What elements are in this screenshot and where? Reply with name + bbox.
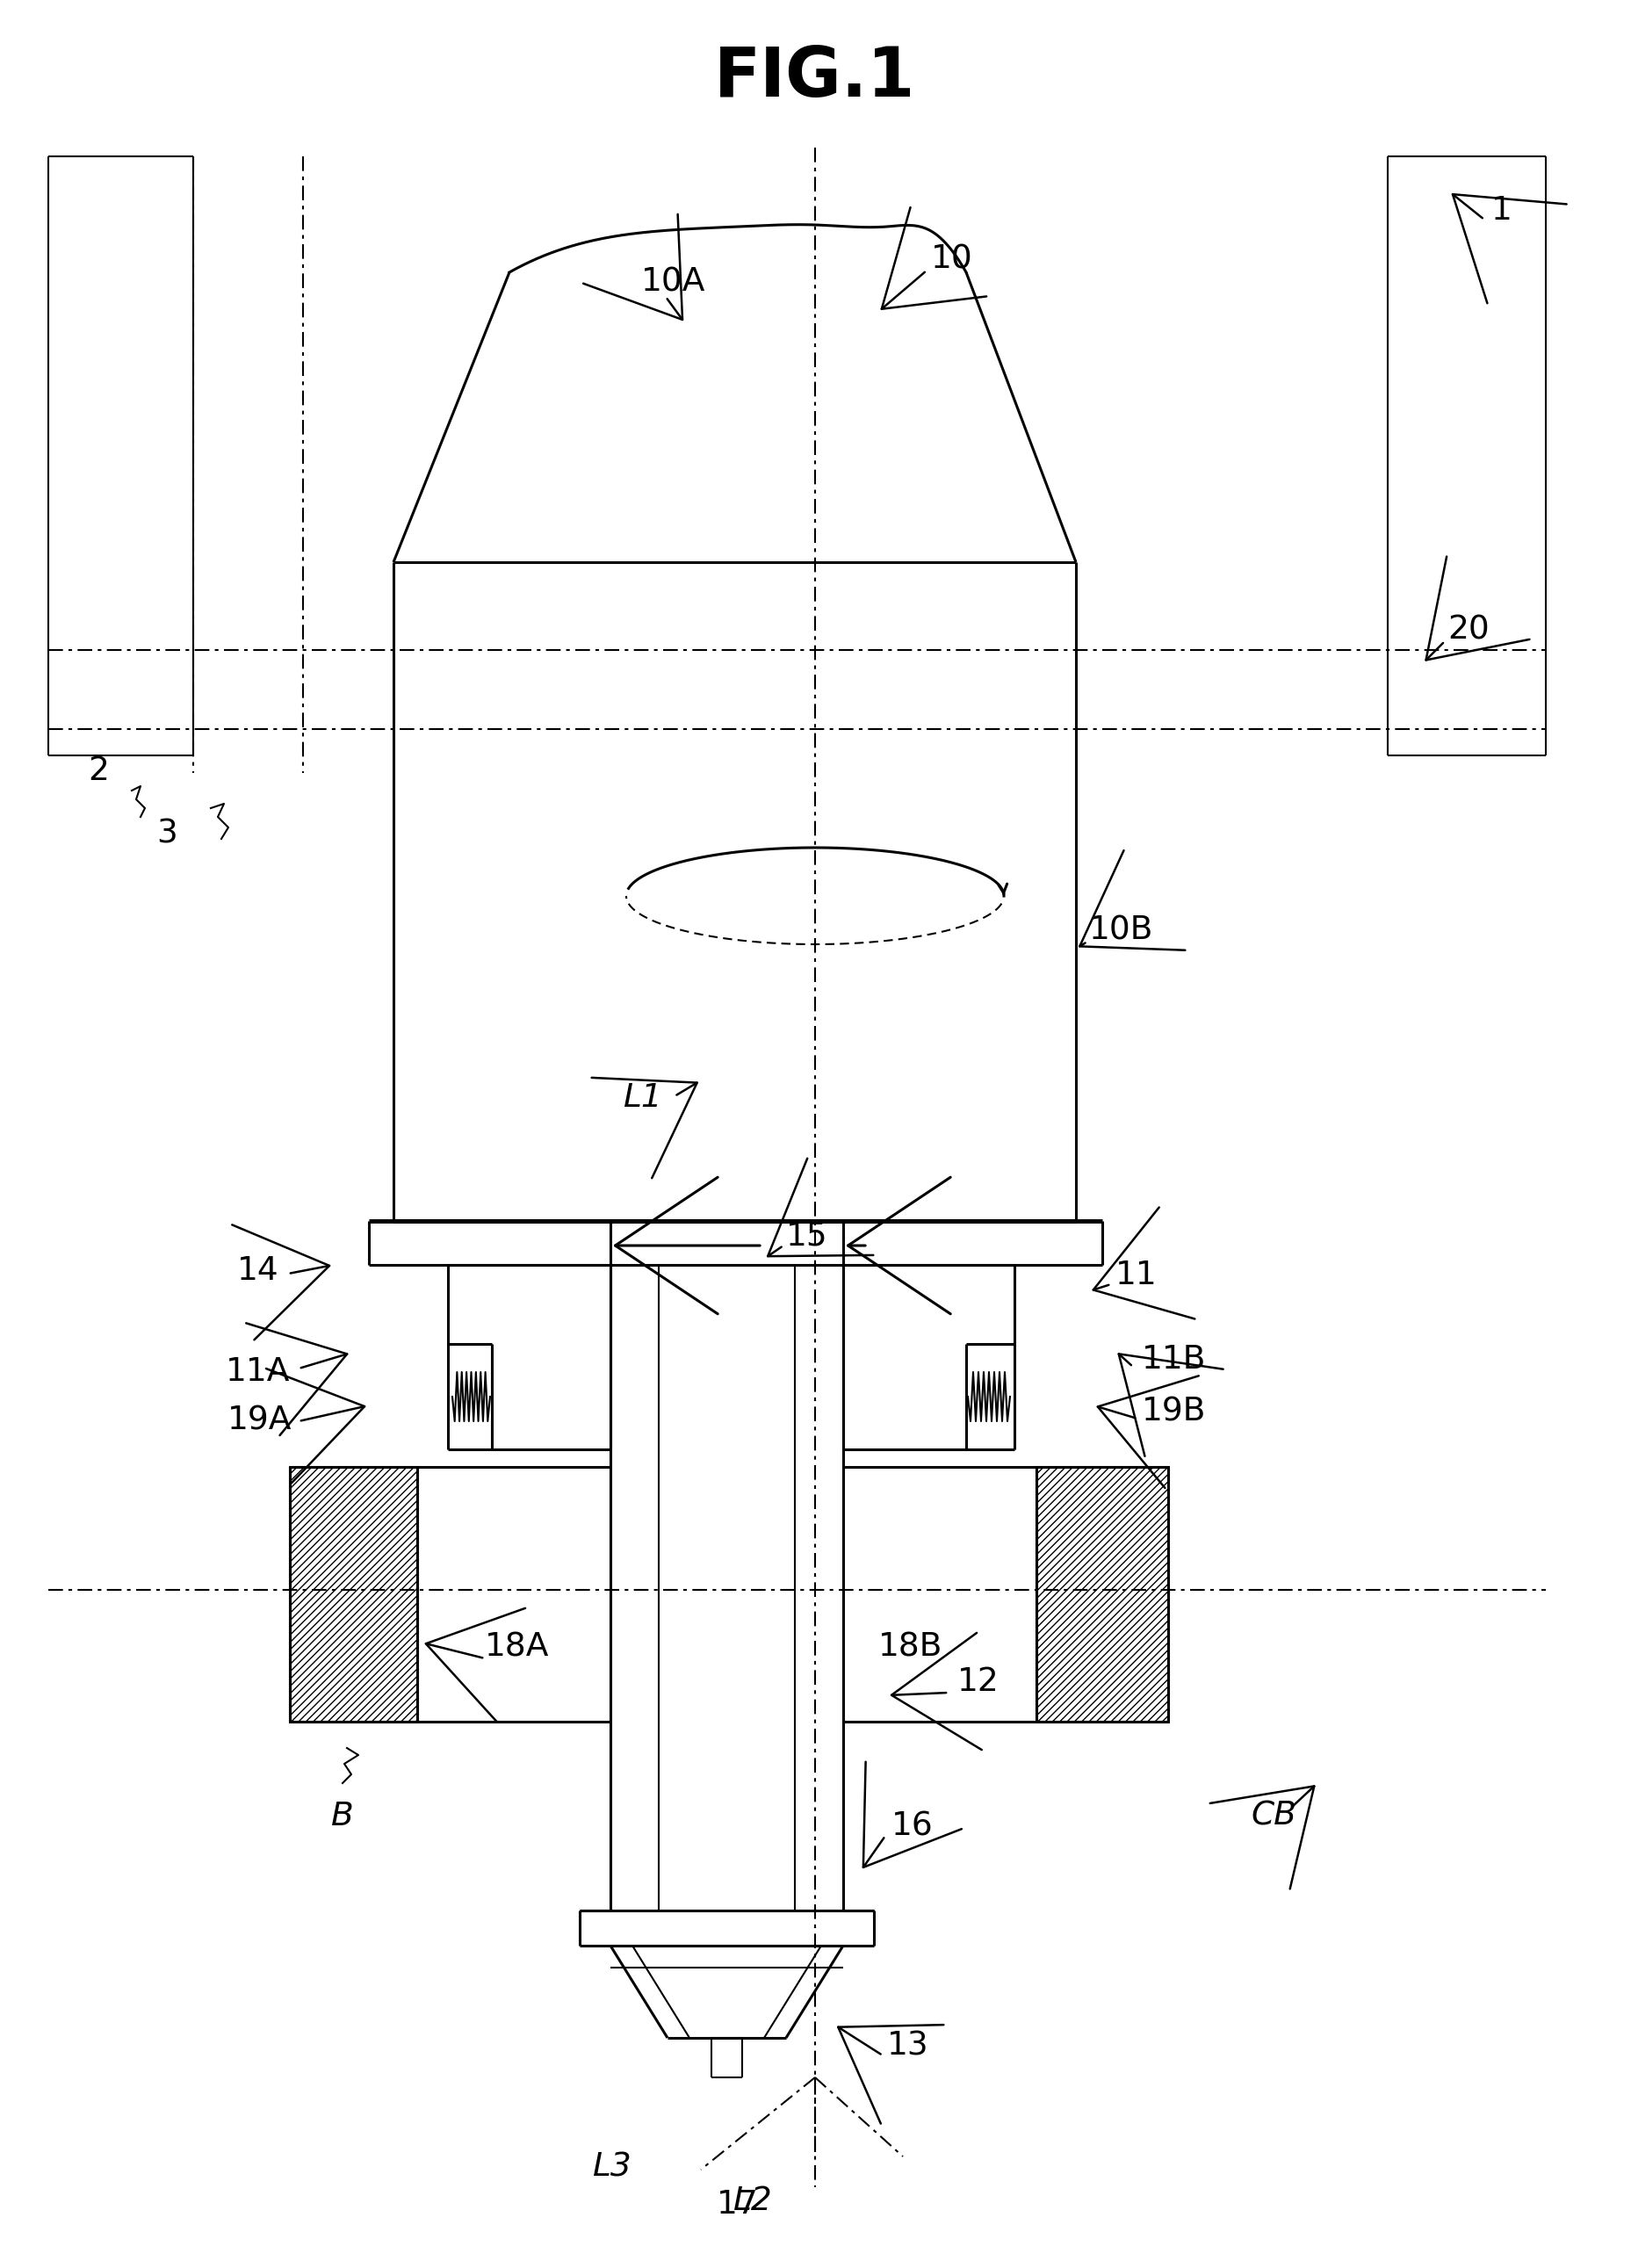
Text: 11A: 11A <box>225 1356 290 1388</box>
Text: 18A: 18A <box>484 1631 550 1662</box>
Text: 20: 20 <box>1447 615 1489 646</box>
Text: 12: 12 <box>957 1667 1000 1699</box>
Bar <box>1036 1467 1168 1721</box>
Text: 14: 14 <box>238 1254 279 1286</box>
Text: 10A: 10A <box>641 268 706 299</box>
Text: B: B <box>331 1801 354 1833</box>
Text: 19B: 19B <box>1142 1397 1207 1429</box>
Text: 11B: 11B <box>1142 1345 1207 1377</box>
Text: 13: 13 <box>887 2030 930 2062</box>
Text: 17: 17 <box>716 2189 758 2220</box>
Text: 15: 15 <box>786 1220 829 1252</box>
Text: L2: L2 <box>734 2186 773 2218</box>
Text: 1: 1 <box>1491 195 1512 227</box>
Text: L1: L1 <box>623 1082 664 1114</box>
Text: L3: L3 <box>594 2152 633 2184</box>
Text: 2: 2 <box>88 755 109 787</box>
Text: FIG.1: FIG.1 <box>714 43 915 111</box>
Text: 10: 10 <box>931 243 974 274</box>
Text: 19A: 19A <box>227 1406 292 1438</box>
Text: 18B: 18B <box>879 1631 943 1662</box>
Text: 16: 16 <box>892 1812 933 1844</box>
Bar <box>290 1467 418 1721</box>
Text: CB: CB <box>1251 1801 1297 1833</box>
Text: 10B: 10B <box>1090 916 1153 948</box>
Text: 3: 3 <box>157 819 178 850</box>
Text: 11: 11 <box>1116 1259 1158 1290</box>
